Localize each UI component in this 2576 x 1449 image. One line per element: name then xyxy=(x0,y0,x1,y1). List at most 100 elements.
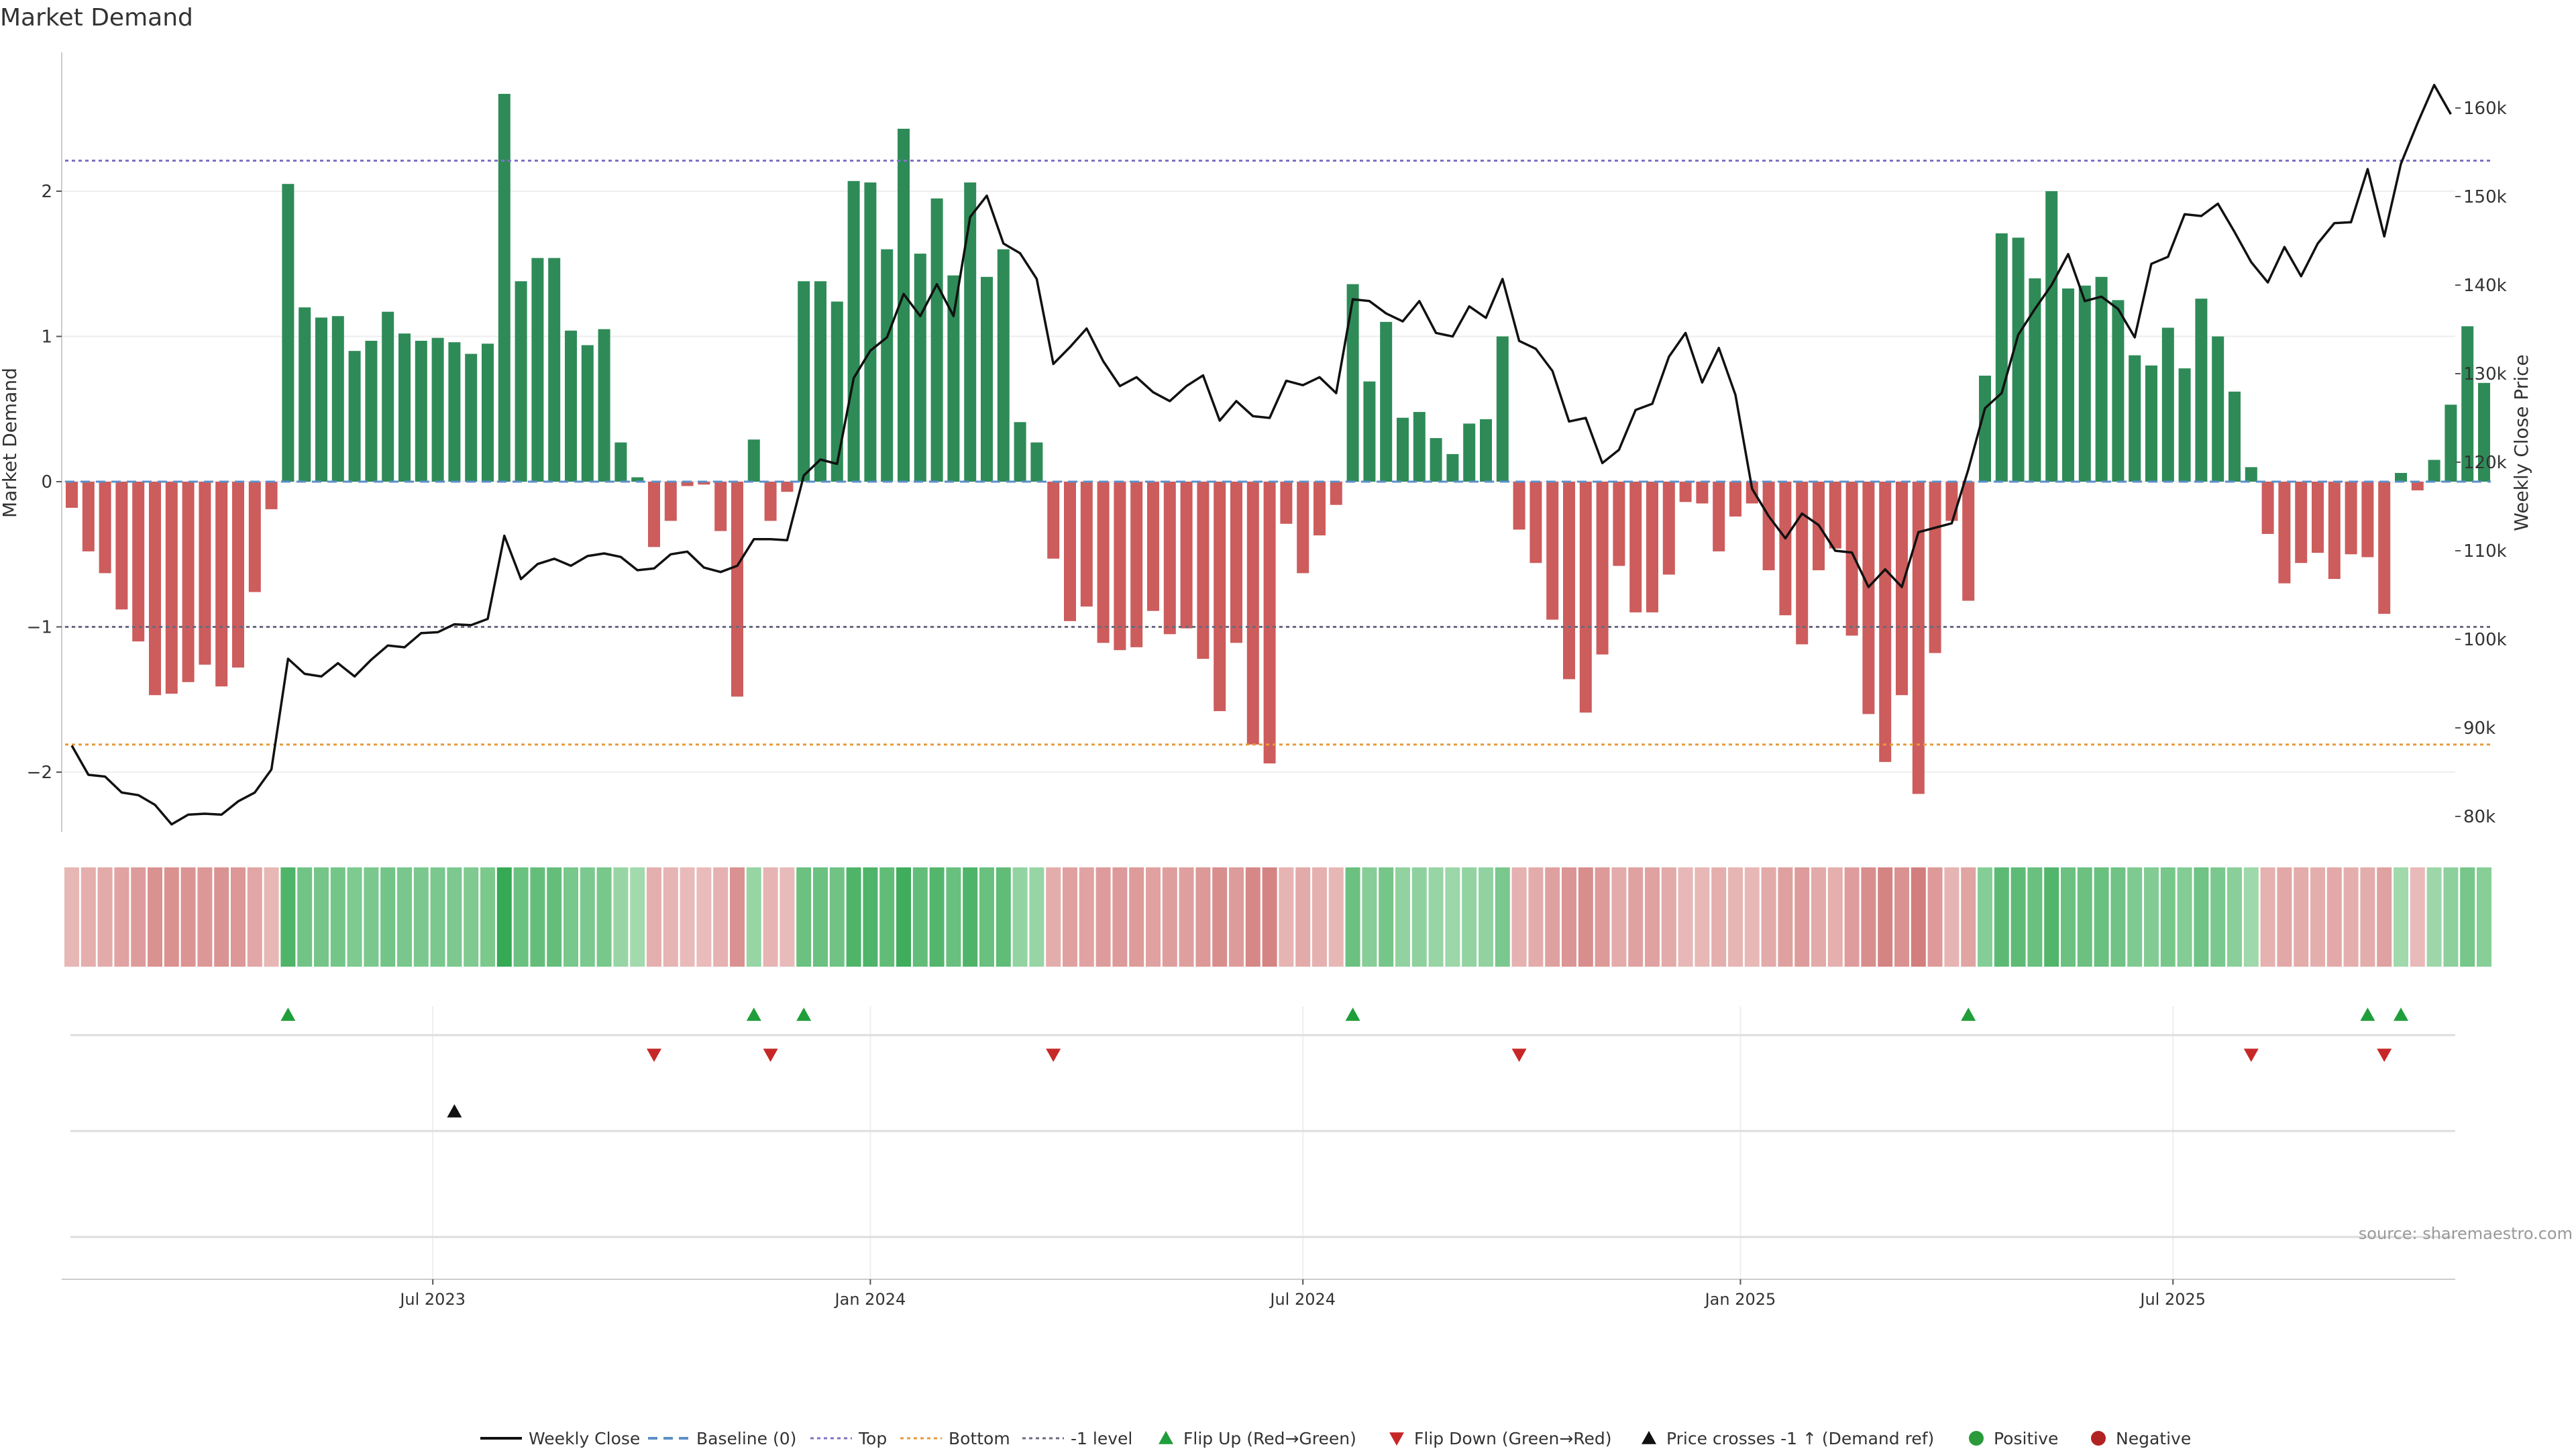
heat-strip-cell xyxy=(1162,867,1177,967)
heat-strip-cell xyxy=(1911,867,1926,967)
heat-strip-cell xyxy=(2360,867,2375,967)
y2-tick-label: 80k xyxy=(2463,807,2496,827)
demand-bar xyxy=(2245,467,2257,482)
heat-strip-cell xyxy=(1445,867,1460,967)
demand-bar xyxy=(2145,365,2157,482)
heat-strip-cell xyxy=(1761,867,1776,967)
heat-strip-cell xyxy=(347,867,362,967)
demand-bar xyxy=(1397,417,1409,482)
demand-bar xyxy=(2345,482,2357,555)
demand-bar xyxy=(1446,453,1459,482)
heat-strip-cell xyxy=(663,867,678,967)
heat-strip-cell xyxy=(580,867,595,967)
heat-strip-cell xyxy=(2460,867,2475,967)
x-tick-label: Jan 2025 xyxy=(1704,1290,1776,1309)
flip-up-marker xyxy=(2394,1008,2408,1021)
heat-strip-cell xyxy=(2410,867,2425,967)
demand-bar xyxy=(1363,381,1376,482)
x-tick-label: Jul 2023 xyxy=(398,1290,466,1309)
x-tick-label: Jan 2024 xyxy=(834,1290,906,1309)
heat-strip-cell xyxy=(929,867,945,967)
heat-strip-cell xyxy=(297,867,313,967)
demand-bar xyxy=(2129,355,2141,482)
heat-strip-cell xyxy=(1395,867,1410,967)
heat-strip-cell xyxy=(763,867,778,967)
heat-strip-cell xyxy=(1562,867,1576,967)
heat-strip-cell xyxy=(1179,867,1194,967)
demand-bar xyxy=(1047,482,1060,559)
price-cross-marker xyxy=(447,1104,462,1118)
y2-tick-label: 140k xyxy=(2463,276,2507,296)
demand-bar xyxy=(747,439,760,482)
heat-strip-cell xyxy=(780,867,795,967)
heat-strip-cell xyxy=(813,867,828,967)
heat-strip-cell xyxy=(879,867,895,967)
demand-bar xyxy=(2361,482,2374,557)
y2-tick-label: 100k xyxy=(2463,630,2507,650)
demand-bar xyxy=(664,482,677,521)
demand-bar xyxy=(2378,482,2391,614)
demand-bar xyxy=(99,482,111,574)
legend-label: Top xyxy=(858,1429,887,1448)
demand-bar xyxy=(1762,482,1775,571)
heat-strip-cell xyxy=(330,867,345,967)
heat-strip-cell xyxy=(896,867,911,967)
demand-bar xyxy=(1979,375,1991,482)
heat-strip-cell xyxy=(979,867,994,967)
heat-strip-cell xyxy=(2044,867,2059,967)
heat-strip-cell xyxy=(1029,867,1044,967)
demand-bar xyxy=(681,482,694,486)
heat-strip-cell xyxy=(2310,867,2325,967)
flip-up-marker xyxy=(280,1008,296,1021)
heat-strip-cell xyxy=(413,867,429,967)
heat-strip-cell xyxy=(231,867,246,967)
heat-strip-cell xyxy=(1495,867,1510,967)
y2-tick-label: 150k xyxy=(2463,187,2507,207)
demand-bar xyxy=(830,301,843,482)
demand-bar xyxy=(465,354,478,482)
demand-bar xyxy=(149,482,161,696)
demand-bar xyxy=(1480,419,1492,482)
demand-bar xyxy=(2445,405,2457,482)
heat-strip-cell xyxy=(1411,867,1427,967)
heat-strip-cell xyxy=(1978,867,1992,967)
heat-strip-cell xyxy=(2426,867,2442,967)
demand-bar xyxy=(365,340,378,482)
heat-strip-cell xyxy=(2110,867,2126,967)
demand-bar xyxy=(132,482,145,642)
flip-down-marker xyxy=(2377,1049,2392,1062)
heat-strip-cell xyxy=(1595,867,1610,967)
heat-strip-cell xyxy=(1545,867,1560,967)
demand-bar xyxy=(997,249,1010,482)
demand-bar xyxy=(1030,442,1043,482)
heat-strip-cell xyxy=(131,867,146,967)
heat-strip-cell xyxy=(2061,867,2076,967)
heat-strip-cell xyxy=(829,867,845,967)
y2-tick-label: 120k xyxy=(2463,453,2507,473)
reference-levels xyxy=(65,160,2491,746)
demand-bar xyxy=(548,258,561,482)
demand-bar xyxy=(1529,482,1542,564)
heat-strip-cell xyxy=(1628,867,1644,967)
demand-bar xyxy=(864,182,877,482)
heat-strip-cell xyxy=(2210,867,2226,967)
heat-strip-cell xyxy=(564,867,578,967)
heat-strip-cell xyxy=(796,867,812,967)
demand-bar xyxy=(798,281,810,482)
heat-strip-cell xyxy=(1778,867,1793,967)
demand-bar xyxy=(598,329,610,482)
legend-label: Weekly Close xyxy=(529,1429,640,1448)
heat-strip-cell xyxy=(1046,867,1061,967)
demand-bar xyxy=(1313,482,1326,536)
demand-bar xyxy=(2029,278,2041,482)
x-axis: Jul 2023 Jan 2024 Jul 2024 Jan 2025 Jul 2025 xyxy=(62,1279,2455,1309)
demand-bar xyxy=(847,180,860,482)
demand-bar xyxy=(1147,482,1159,611)
demand-bar xyxy=(2312,482,2324,553)
demand-bar xyxy=(515,281,527,482)
demand-bar xyxy=(282,184,294,482)
heat-strip-cell xyxy=(1129,867,1144,967)
demand-bar xyxy=(714,482,727,531)
y2-tick-label: 130k xyxy=(2463,364,2507,384)
